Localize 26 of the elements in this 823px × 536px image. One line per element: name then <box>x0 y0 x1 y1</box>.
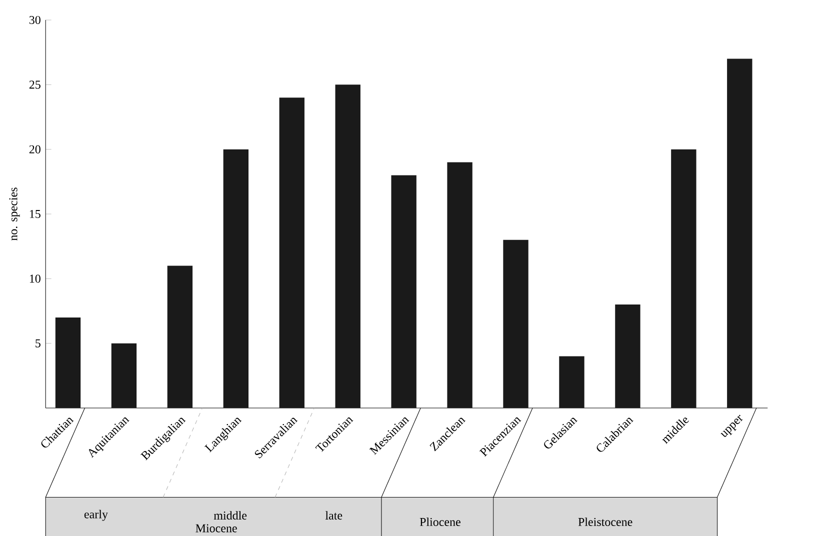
bar <box>279 98 304 408</box>
text: Pleistocene <box>578 518 632 526</box>
bar <box>111 343 137 408</box>
bar <box>671 149 696 408</box>
text: Miocene <box>196 524 237 532</box>
y-tick-label: 25 <box>29 80 40 89</box>
text: early <box>84 510 108 521</box>
bar <box>447 162 472 408</box>
y-tick-label: 5 <box>36 339 40 348</box>
bar <box>391 175 416 408</box>
bar <box>167 266 193 408</box>
text: late <box>325 511 342 520</box>
text: Pliocene <box>420 518 460 526</box>
bar <box>727 58 752 408</box>
y-axis-title: no. species <box>9 188 20 241</box>
bar <box>559 356 584 408</box>
text: middle <box>214 511 247 520</box>
bar <box>55 317 81 408</box>
y-tick-label: 15 <box>30 210 40 218</box>
bar <box>503 240 528 408</box>
bar <box>615 304 640 408</box>
bar <box>223 149 249 408</box>
y-tick-label: 10 <box>30 274 40 283</box>
y-tick-label: 20 <box>29 145 40 154</box>
bar <box>335 84 360 408</box>
y-tick-label: 30 <box>29 16 40 24</box>
